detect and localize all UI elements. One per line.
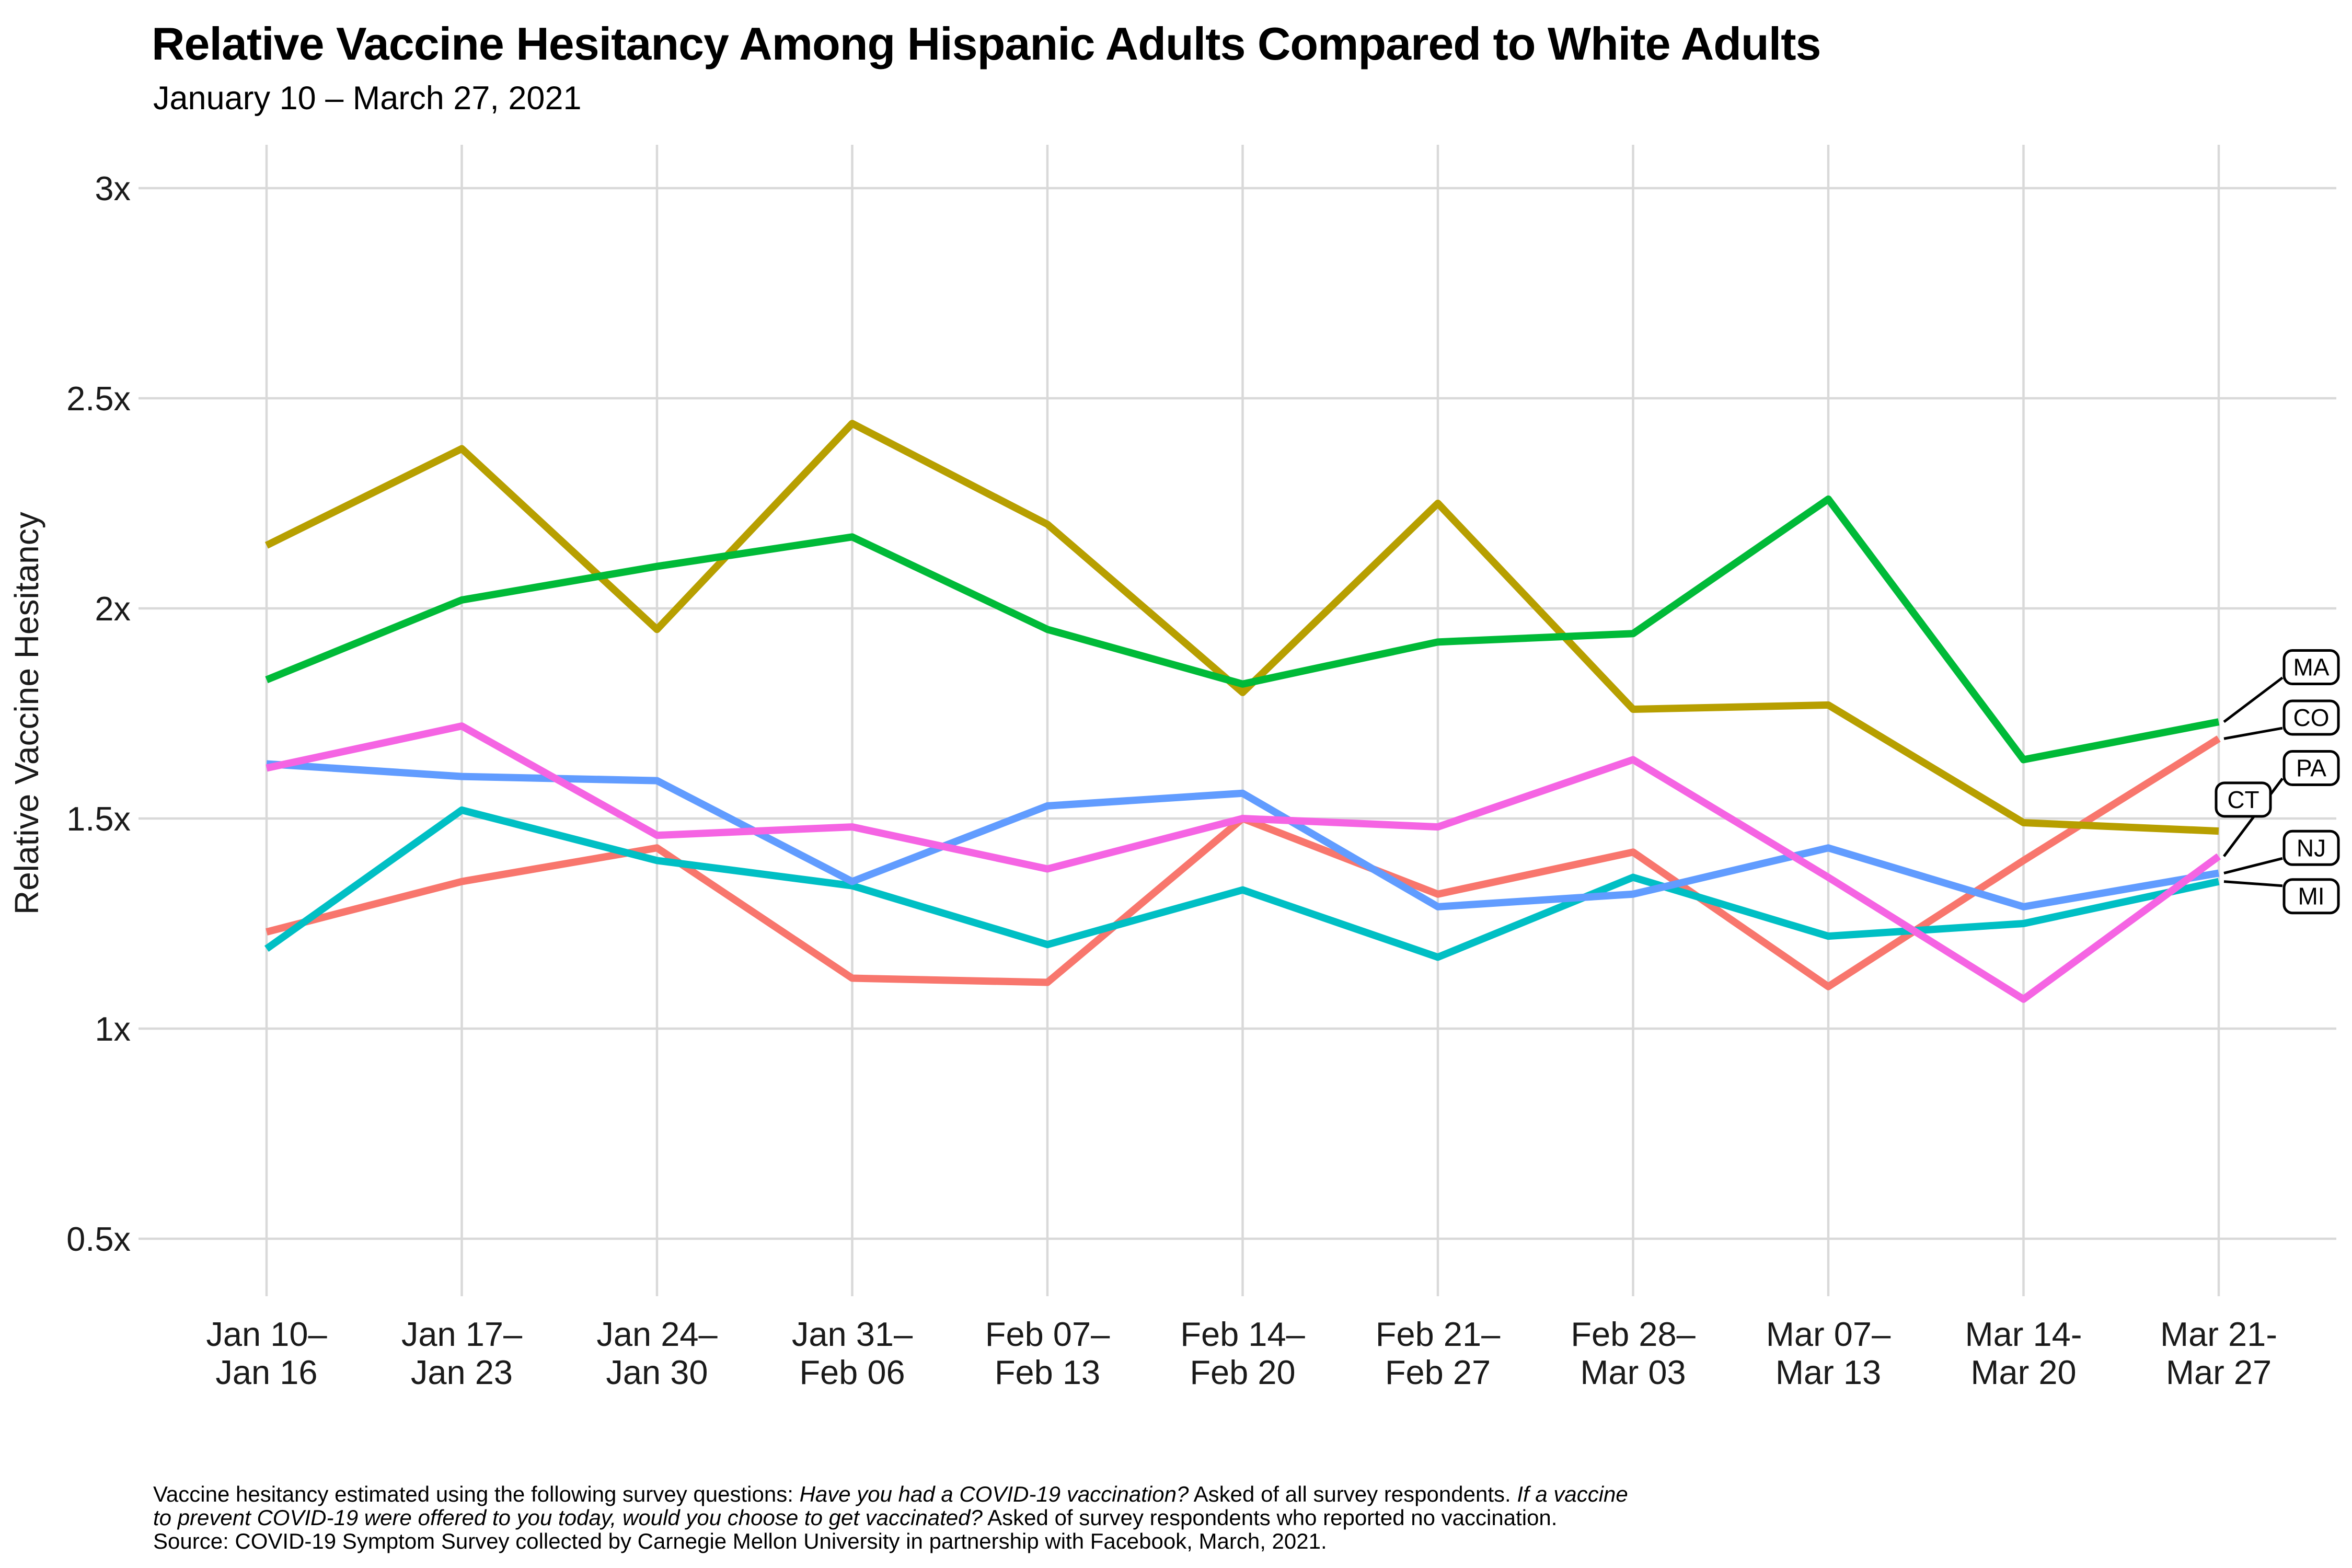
x-tick-label: Feb 21–: [1376, 1315, 1501, 1353]
caption-line-3: Source: COVID-19 Symptom Survey collecte…: [153, 1529, 1327, 1553]
x-tick-label: Mar 21-: [2160, 1315, 2277, 1353]
y-tick-label: 3x: [95, 169, 131, 207]
y-tick-label: 2.5x: [66, 379, 131, 418]
end-label-box-CT: [2215, 781, 2272, 818]
x-tick-label: Feb 27: [1385, 1353, 1491, 1391]
caption-line-2: to prevent COVID-19 were offered to you …: [153, 1505, 1558, 1530]
x-tick-label: Jan 30: [606, 1353, 708, 1391]
series-line-CT: [264, 420, 2219, 835]
y-tick-label: 2x: [95, 590, 131, 628]
x-tick-label: Jan 23: [411, 1353, 513, 1391]
caption: Vaccine hesitancy estimated using the fo…: [153, 1482, 1628, 1553]
chart-subtitle: January 10 – March 27, 2021: [153, 80, 582, 117]
x-tick-label: Jan 17–: [401, 1315, 523, 1353]
leader-line-CO: [2223, 727, 2283, 740]
end-label-text-MI: MI: [2298, 883, 2324, 910]
end-label-box-MA: [2282, 649, 2340, 686]
x-tick-label: Feb 28–: [1571, 1315, 1696, 1353]
x-tick-label: Mar 14-: [1965, 1315, 2082, 1353]
x-tick-label: Jan 16: [215, 1353, 317, 1391]
end-label-text-MA: MA: [2293, 654, 2330, 681]
series-line-PA: [266, 722, 2221, 1003]
x-tick-label: Mar 07–: [1766, 1315, 1891, 1353]
end-label-text-CO: CO: [2293, 704, 2330, 731]
x-tick-label: Mar 20: [1970, 1353, 2076, 1391]
leader-line-MI: [2223, 880, 2283, 887]
x-tick-label: Feb 13: [995, 1353, 1100, 1391]
x-tick-label: Feb 06: [799, 1353, 905, 1391]
x-tick-label: Feb 07–: [985, 1315, 1110, 1353]
end-label-box-CO: [2282, 699, 2340, 736]
x-tick-label: Mar 27: [2166, 1353, 2272, 1391]
end-label-text-CT: CT: [2227, 786, 2259, 813]
y-tick-label: 0.5x: [66, 1220, 131, 1258]
x-tick-label: Feb 14–: [1180, 1315, 1305, 1353]
end-label-box-PA: [2282, 750, 2340, 787]
end-label-box-MI: [2282, 878, 2340, 915]
series-line-NJ: [266, 760, 2220, 910]
x-tick-label: Jan 24–: [596, 1315, 718, 1353]
y-tick-label: 1.5x: [66, 800, 131, 838]
chart-title: Relative Vaccine Hesitancy Among Hispani…: [152, 18, 1821, 70]
series-line-MI: [264, 806, 2220, 961]
series-line-MA: [265, 495, 2220, 764]
end-label-text-PA: PA: [2296, 755, 2326, 782]
caption-line-1: Vaccine hesitancy estimated using the fo…: [153, 1482, 1628, 1506]
x-tick-label: Feb 20: [1190, 1353, 1295, 1391]
x-tick-label: Mar 13: [1775, 1353, 1881, 1391]
x-tick-label: Jan 31–: [792, 1315, 913, 1353]
y-tick-label: 1x: [95, 1010, 131, 1048]
end-label-text-NJ: NJ: [2297, 834, 2326, 861]
end-label-box-NJ: [2282, 829, 2340, 866]
x-tick-label: Mar 03: [1580, 1353, 1686, 1391]
leader-line-MA: [2223, 676, 2284, 723]
leader-line-NJ: [2223, 857, 2283, 874]
x-tick-label: Jan 10–: [206, 1315, 327, 1353]
